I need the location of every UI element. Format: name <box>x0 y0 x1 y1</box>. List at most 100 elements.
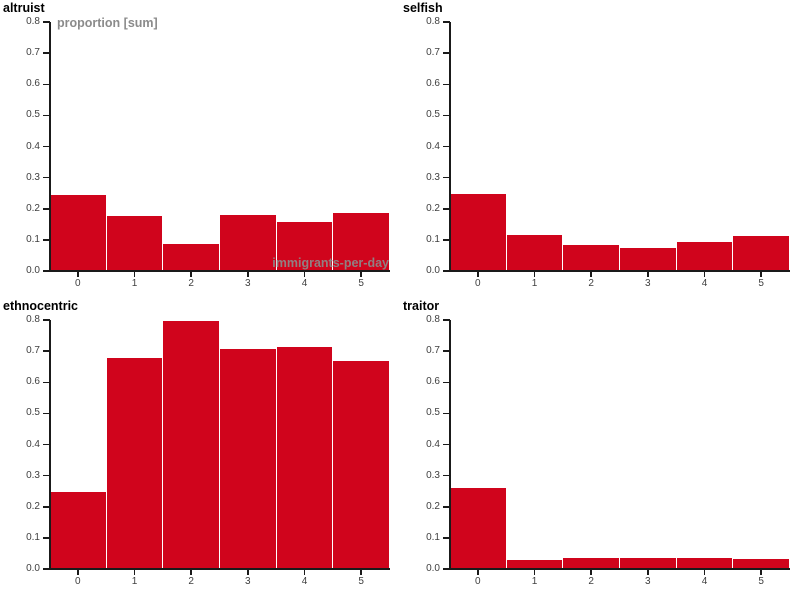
x-tick <box>760 272 762 277</box>
y-tick-label: 0.0 <box>26 563 40 574</box>
y-tick <box>43 176 50 179</box>
x-tick <box>133 570 136 575</box>
x-axis-line <box>449 270 790 272</box>
bar-4 <box>675 558 733 569</box>
x-axis-line <box>49 568 390 570</box>
x-tick <box>360 272 362 277</box>
y-tick-label: 0.5 <box>26 407 40 419</box>
x-tick-label: 4 <box>301 278 308 289</box>
x-tick-label: 5 <box>358 576 364 587</box>
x-tick <box>247 272 249 277</box>
y-tick <box>443 412 450 415</box>
y-tick-label: 0.2 <box>426 500 440 512</box>
y-tick-label: 0.7 <box>26 345 40 357</box>
y-tick-label: 0.8 <box>26 314 40 325</box>
chart-title: selfish <box>403 1 443 15</box>
bar-2 <box>562 558 620 569</box>
y-tick <box>43 21 50 23</box>
y-tick-label: 0.1 <box>26 233 40 245</box>
y-tick <box>443 145 450 148</box>
y-tick-label: 0.1 <box>26 531 40 543</box>
x-axis-line <box>49 270 390 272</box>
x-tick-label: 5 <box>358 278 364 289</box>
bar-3 <box>219 214 276 271</box>
x-tick-label: 2 <box>588 278 594 289</box>
y-tick <box>443 239 450 241</box>
x-tick-label: 1 <box>531 278 538 289</box>
y-tick-label: 0.6 <box>26 376 40 388</box>
y-tick <box>443 319 450 321</box>
y-tick-label: 0.6 <box>426 376 440 388</box>
x-tick <box>360 570 362 575</box>
y-tick-label: 0.6 <box>26 78 40 90</box>
y-tick-label: 0.6 <box>426 78 440 90</box>
y-tick-label: 0.0 <box>426 265 440 276</box>
y-tick-label: 0.8 <box>426 16 440 27</box>
x-tick-label: 4 <box>301 576 308 587</box>
y-tick-label: 0.4 <box>426 140 440 152</box>
y-tick-label: 0.3 <box>426 171 440 183</box>
y-tick <box>43 350 50 352</box>
bar-1 <box>105 357 163 569</box>
y-tick <box>43 208 50 210</box>
x-tick-label: 0 <box>475 576 481 587</box>
y-tick-label: 0.5 <box>426 109 440 121</box>
y-tick-label: 0.2 <box>26 500 40 512</box>
x-tick <box>477 272 479 277</box>
y-tick <box>43 381 50 383</box>
x-tick-label: 2 <box>188 576 194 587</box>
x-tick <box>247 570 249 575</box>
bar-5 <box>732 559 790 569</box>
x-tick-label: 0 <box>75 278 81 289</box>
y-tick-label: 0.0 <box>26 265 40 276</box>
bar-1 <box>105 216 163 271</box>
y-tick <box>443 350 450 352</box>
y-tick <box>43 506 50 508</box>
bar-5 <box>732 235 790 271</box>
y-tick-label: 0.3 <box>426 469 440 481</box>
x-axis-line <box>449 568 790 570</box>
x-tick <box>190 570 192 575</box>
bar-2 <box>562 245 620 271</box>
bar-5 <box>332 212 390 271</box>
y-tick <box>443 474 450 477</box>
x-axis-title: immigrants-per-day <box>272 256 389 270</box>
y-tick <box>43 52 50 54</box>
y-tick <box>443 537 450 539</box>
bar-2 <box>162 320 220 569</box>
y-tick <box>43 443 50 446</box>
x-tick-label: 3 <box>245 576 251 587</box>
x-tick-label: 4 <box>701 576 708 587</box>
bar-3 <box>619 557 676 569</box>
y-tick <box>43 412 50 415</box>
y-tick <box>443 443 450 446</box>
y-tick-label: 0.8 <box>426 314 440 325</box>
y-tick <box>443 568 450 570</box>
x-tick-label: 0 <box>75 576 81 587</box>
y-tick <box>43 145 50 148</box>
bar-0 <box>50 492 106 569</box>
x-tick <box>647 272 649 277</box>
bar-1 <box>505 560 563 569</box>
y-tick <box>43 474 50 477</box>
y-tick <box>443 21 450 23</box>
bar-5 <box>332 360 390 569</box>
y-tick <box>43 319 50 321</box>
x-tick-label: 3 <box>645 278 651 289</box>
bar-2 <box>162 244 220 271</box>
y-tick-label: 0.0 <box>426 563 440 574</box>
y-tick-label: 0.8 <box>26 16 40 27</box>
y-tick-label: 0.5 <box>426 407 440 419</box>
y-tick <box>443 176 450 179</box>
x-tick <box>590 272 592 277</box>
x-tick-label: 4 <box>701 278 708 289</box>
x-tick <box>77 570 79 575</box>
y-tick-label: 0.2 <box>426 202 440 214</box>
bar-3 <box>219 348 276 569</box>
chart-title: altruist <box>3 1 45 15</box>
x-tick <box>303 570 306 575</box>
x-tick-label: 3 <box>245 278 251 289</box>
x-tick-label: 5 <box>758 278 764 289</box>
y-tick <box>443 114 450 117</box>
y-tick-label: 0.3 <box>26 469 40 481</box>
